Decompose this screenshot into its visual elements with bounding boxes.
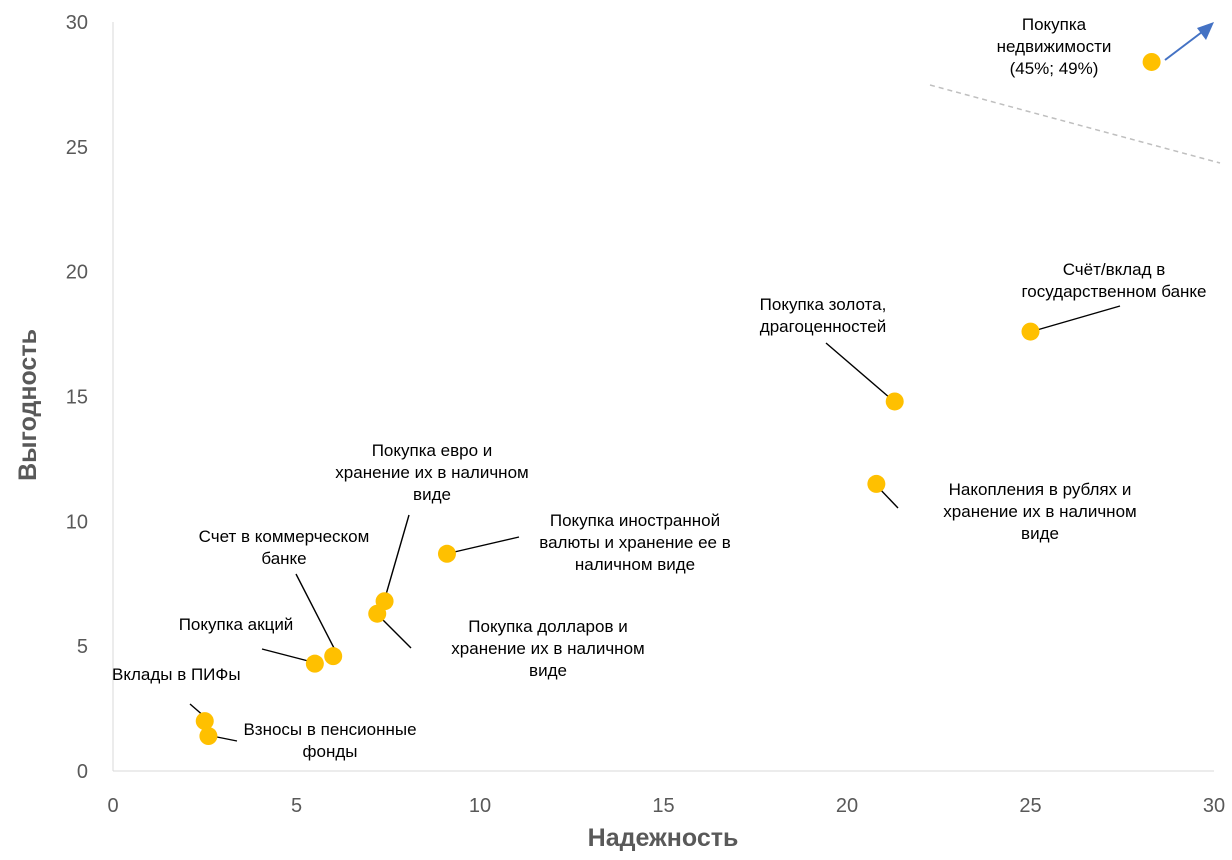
data-point [437,544,456,563]
x-tick-label: 15 [652,795,674,817]
y-tick-label: 10 [66,511,88,533]
y-tick-label: 5 [77,636,88,658]
y-axis-title: Выгодность [14,329,42,481]
point-label: фонды [303,742,358,761]
y-tick-label: 30 [66,12,88,34]
leader-line [449,536,520,554]
leader-line [216,736,238,742]
point-label: валюты и хранение ее в [539,533,731,552]
x-tick-label: 0 [107,795,118,817]
point-label: Покупка [1022,15,1087,34]
x-tick-label: 10 [469,795,491,817]
x-tick-label: 25 [1019,795,1041,817]
point-label: Взносы в пенсионные [243,720,416,739]
leader-line [384,514,410,599]
outlier-arrow-head [1197,22,1214,40]
x-tick-label: 5 [291,795,302,817]
point-label: банке [261,549,306,568]
leader-line [295,573,336,651]
leader-line [825,342,891,399]
data-point [199,727,218,746]
point-label: Покупка золота, [760,295,887,314]
point-label: драгоценностей [760,317,886,336]
point-label: недвижимости [997,37,1112,56]
data-point [1142,52,1161,71]
x-axis-title: Надежность [588,824,739,852]
point-label: Покупка акций [179,615,294,634]
data-point [305,654,324,673]
point-label: хранение их в наличном [335,463,528,482]
point-label: виде [413,485,451,504]
axis-break-dashed-line [929,84,1221,164]
point-label: виде [1021,524,1059,543]
point-label: Покупка иностранной [550,511,720,530]
point-label: наличном виде [575,555,695,574]
leader-line [1029,305,1121,333]
outlier-arrow [1164,31,1203,61]
point-label: хранение их в наличном [943,502,1136,521]
y-tick-label: 25 [66,137,88,159]
y-tick-label: 15 [66,387,88,409]
point-label: Покупка долларов и [468,617,627,636]
data-point [867,474,886,493]
data-point [375,592,394,611]
data-point [324,647,343,666]
point-label: хранение их в наличном [451,639,644,658]
data-point [1021,322,1040,341]
point-label: Счет в коммерческом [199,527,370,546]
point-label: государственном банке [1021,282,1206,301]
data-point [195,712,214,731]
y-tick-label: 0 [77,761,88,783]
leader-line [382,619,412,649]
point-label: Покупка евро и [372,441,493,460]
point-label: виде [529,661,567,680]
x-tick-label: 30 [1203,795,1225,817]
x-tick-label: 20 [836,795,858,817]
point-label: Вклады в ПИФы [112,665,241,684]
y-tick-label: 20 [66,262,88,284]
point-label: Накопления в рублях и [949,480,1132,499]
point-label: (45%; 49%) [1010,59,1099,78]
data-point [885,392,904,411]
point-label: Счёт/вклад в [1063,260,1166,279]
